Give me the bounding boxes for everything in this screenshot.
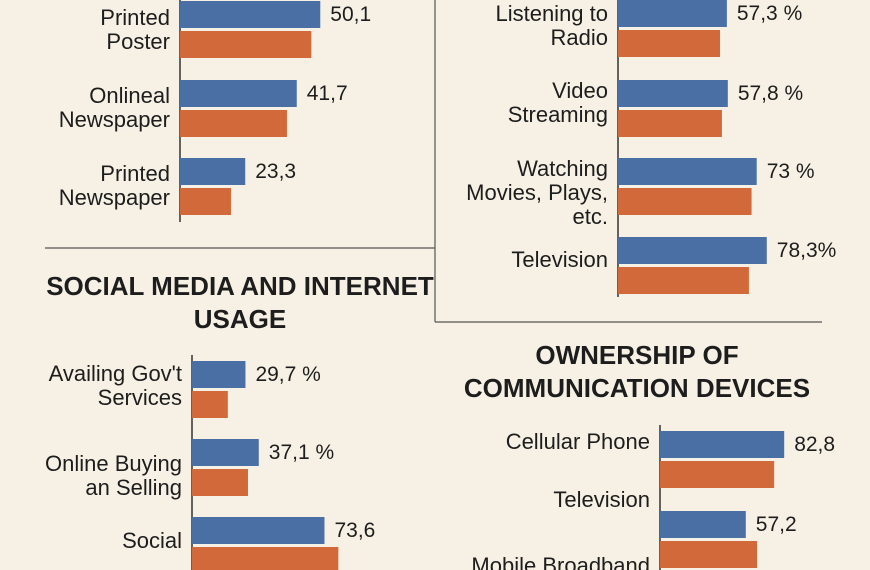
category-label: Video Streaming xyxy=(507,78,608,127)
panel-title: OWNERSHIP OF COMMUNICATION DEVICES xyxy=(463,340,811,403)
bar xyxy=(660,541,758,568)
bar xyxy=(618,188,752,215)
bar xyxy=(618,80,728,107)
bar xyxy=(618,30,721,57)
category-label: Online Buying an Selling xyxy=(45,451,182,500)
bar xyxy=(192,439,259,466)
category-label: Watching Movies, Plays, etc. xyxy=(466,156,608,229)
bar xyxy=(192,517,325,544)
category-label: Television xyxy=(511,247,608,272)
bar xyxy=(192,547,339,570)
panel-title: SOCIAL MEDIA AND INTERNET USAGE xyxy=(46,271,434,334)
bar xyxy=(180,110,287,137)
category-label: Cellular Phone xyxy=(505,429,650,454)
value-label: 23,3 xyxy=(255,159,297,183)
category-label: Printed Newspaper xyxy=(58,161,170,210)
bar xyxy=(660,431,785,458)
value-label: 73,6 xyxy=(334,518,376,542)
value-label: 57,3 % xyxy=(736,1,803,25)
category-label: Availing Gov't Services xyxy=(48,361,182,410)
bar xyxy=(192,469,248,496)
bar xyxy=(618,237,767,264)
value-label: 78,3% xyxy=(776,238,837,262)
value-label: 73 % xyxy=(766,159,815,183)
value-label: 29,7 % xyxy=(255,362,321,386)
value-label: 37,1 % xyxy=(268,440,335,464)
value-label: 82,8 xyxy=(794,432,836,456)
bar xyxy=(660,511,746,538)
category-label: Social xyxy=(122,528,182,553)
category-label: Onlineal Newspaper xyxy=(58,83,170,132)
bar xyxy=(618,110,722,137)
category-label: Printed Poster xyxy=(100,5,170,54)
bar xyxy=(192,391,228,418)
bar xyxy=(192,361,246,388)
value-label: 41,7 xyxy=(306,81,348,105)
value-label: 50,1 xyxy=(330,2,372,26)
bar xyxy=(618,0,727,27)
category-label: Listening to Radio xyxy=(495,1,608,50)
bar xyxy=(180,31,312,58)
bar xyxy=(180,158,246,185)
value-label: 57,2 xyxy=(755,512,797,536)
bar xyxy=(180,188,231,215)
bar xyxy=(180,1,321,28)
bar xyxy=(660,461,775,488)
value-label: 57,8 % xyxy=(737,81,804,105)
category-label: Television xyxy=(553,487,650,512)
bar xyxy=(618,158,757,185)
bar xyxy=(618,267,749,294)
category-label: Mobile Broadband xyxy=(471,553,650,570)
bar xyxy=(180,80,297,107)
